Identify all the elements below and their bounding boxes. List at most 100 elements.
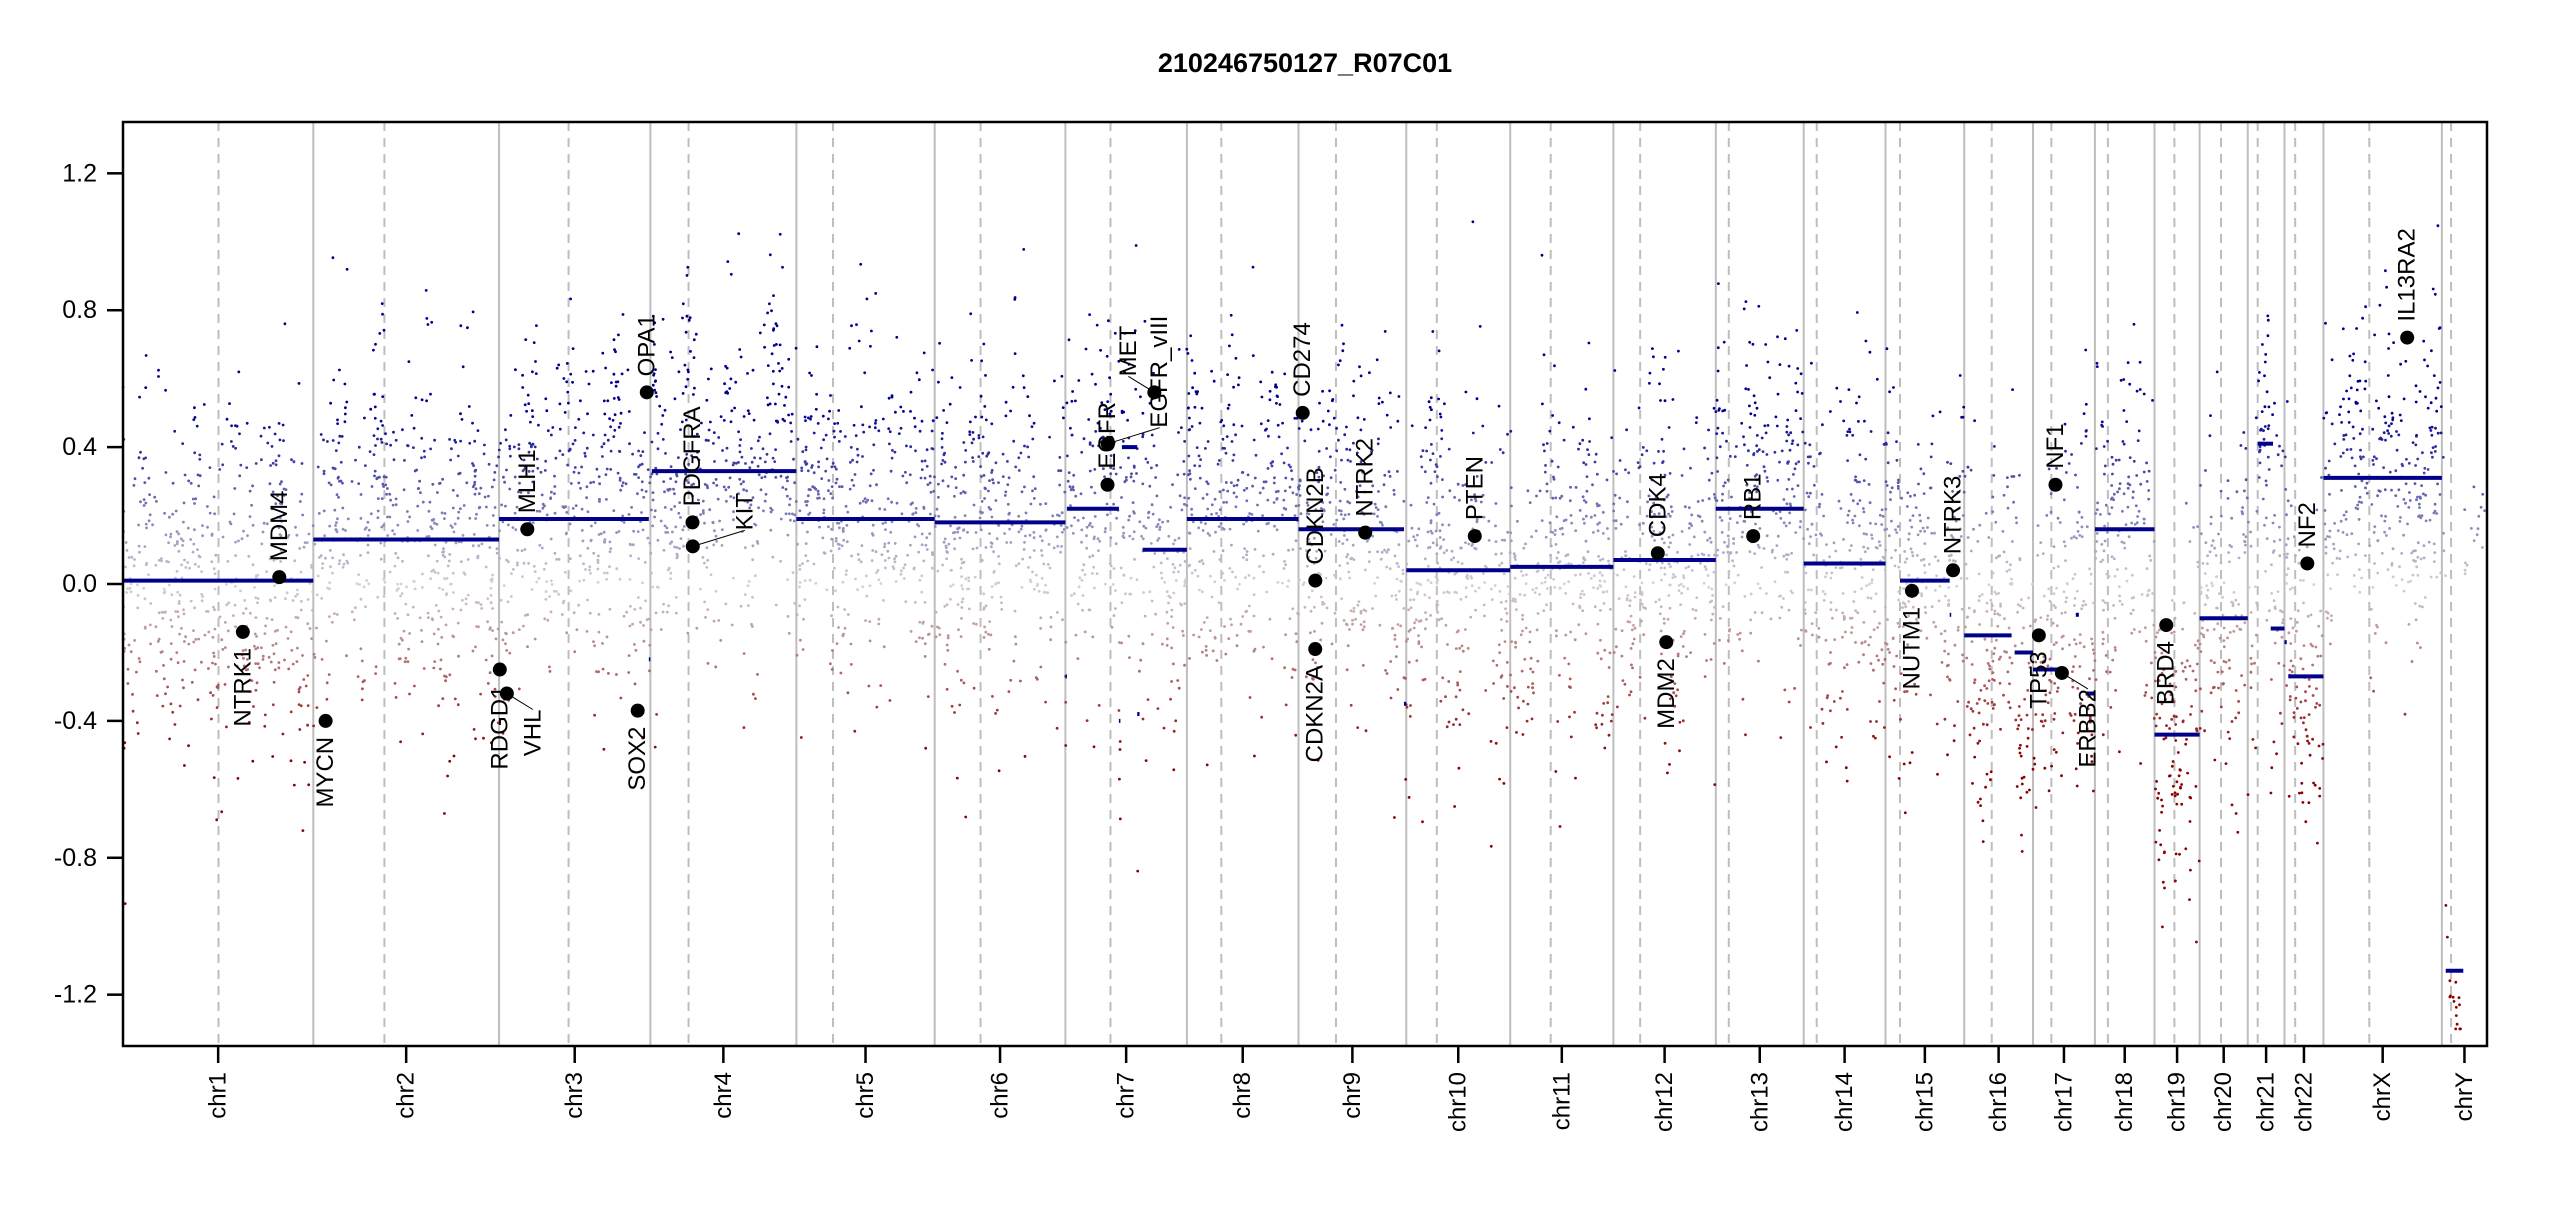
probe-point <box>1717 370 1720 373</box>
probe-point <box>859 502 862 505</box>
probe-point <box>1169 698 1172 701</box>
probe-point <box>1297 488 1300 491</box>
probe-point <box>1973 727 1976 730</box>
probe-point <box>650 572 653 575</box>
probe-point <box>1988 664 1991 667</box>
probe-point <box>1713 554 1716 557</box>
probe-point <box>1625 585 1628 588</box>
probe-point <box>721 544 724 547</box>
probe-point <box>220 810 223 813</box>
probe-point <box>388 493 391 496</box>
probe-point <box>1595 453 1598 456</box>
probe-point <box>1321 622 1324 625</box>
probe-point <box>1286 585 1289 588</box>
probe-point <box>1234 433 1237 436</box>
probe-point <box>453 531 456 534</box>
probe-point <box>964 461 967 464</box>
probe-point <box>201 595 204 598</box>
probe-point <box>351 480 354 483</box>
probe-point <box>1056 545 1059 548</box>
probe-point <box>814 488 817 491</box>
probe-point <box>719 639 722 642</box>
probe-point <box>742 488 745 491</box>
probe-point <box>615 385 618 388</box>
probe-point <box>1259 381 1262 384</box>
probe-point <box>1483 615 1486 618</box>
probe-point <box>1535 530 1538 533</box>
probe-point <box>1145 458 1148 461</box>
probe-point <box>1448 448 1451 451</box>
probe-point <box>425 289 428 292</box>
probe-point <box>1453 805 1456 808</box>
probe-point <box>174 610 177 613</box>
probe-point <box>924 642 927 645</box>
probe-point <box>1467 543 1470 546</box>
probe-point <box>1754 611 1757 614</box>
probe-point <box>1851 617 1854 620</box>
probe-point <box>729 477 732 480</box>
probe-point <box>983 405 986 408</box>
probe-point <box>433 439 436 442</box>
probe-point <box>834 465 837 468</box>
probe-point <box>875 571 878 574</box>
probe-point <box>822 415 825 418</box>
probe-point <box>1719 617 1722 620</box>
probe-point <box>813 471 816 474</box>
probe-point <box>437 704 440 707</box>
probe-point <box>603 413 606 416</box>
probe-point <box>1788 522 1791 525</box>
probe-point <box>1587 550 1590 553</box>
probe-point <box>1733 581 1736 584</box>
probe-point <box>442 547 445 550</box>
probe-point <box>1176 679 1179 682</box>
probe-point <box>1506 531 1509 534</box>
probe-point <box>427 612 430 615</box>
probe-point <box>684 364 687 367</box>
probe-point <box>1791 488 1794 491</box>
probe-point <box>1206 493 1209 496</box>
probe-point <box>284 597 287 600</box>
probe-point <box>998 769 1001 772</box>
probe-point <box>1255 454 1258 457</box>
probe-point <box>589 572 592 575</box>
probe-point <box>1136 870 1139 873</box>
probe-point <box>1888 755 1891 758</box>
probe-point <box>1557 551 1560 554</box>
probe-point <box>1854 641 1857 644</box>
probe-point <box>1708 554 1711 557</box>
probe-point <box>669 572 672 575</box>
probe-point <box>954 466 957 469</box>
probe-point <box>1678 584 1681 587</box>
probe-point <box>1494 525 1497 528</box>
probe-point <box>631 453 634 456</box>
probe-point <box>346 560 349 563</box>
probe-point <box>883 508 886 511</box>
probe-point <box>1196 446 1199 449</box>
probe-point <box>843 608 846 611</box>
probe-point <box>936 508 939 511</box>
probe-point <box>518 688 521 691</box>
probe-point <box>1940 632 1943 635</box>
probe-point <box>1551 497 1554 500</box>
probe-point <box>909 410 912 413</box>
probe-point <box>1823 599 1826 602</box>
probe-point <box>1863 479 1866 482</box>
probe-point <box>1440 416 1443 419</box>
probe-point <box>1167 602 1170 605</box>
probe-point <box>830 528 833 531</box>
probe-point <box>1858 395 1861 398</box>
probe-point <box>780 518 783 521</box>
probe-point <box>1179 494 1182 497</box>
probe-point <box>1569 631 1572 634</box>
probe-point <box>1850 493 1853 496</box>
probe-point <box>1852 600 1855 603</box>
probe-point <box>345 401 348 404</box>
probe-point <box>1882 515 1885 518</box>
probe-point <box>1688 527 1691 530</box>
probe-point <box>1248 605 1251 608</box>
probe-point <box>345 654 348 657</box>
probe-point <box>1053 380 1056 383</box>
probe-point <box>1721 519 1724 522</box>
probe-point <box>1133 558 1136 561</box>
probe-point <box>1191 425 1194 428</box>
